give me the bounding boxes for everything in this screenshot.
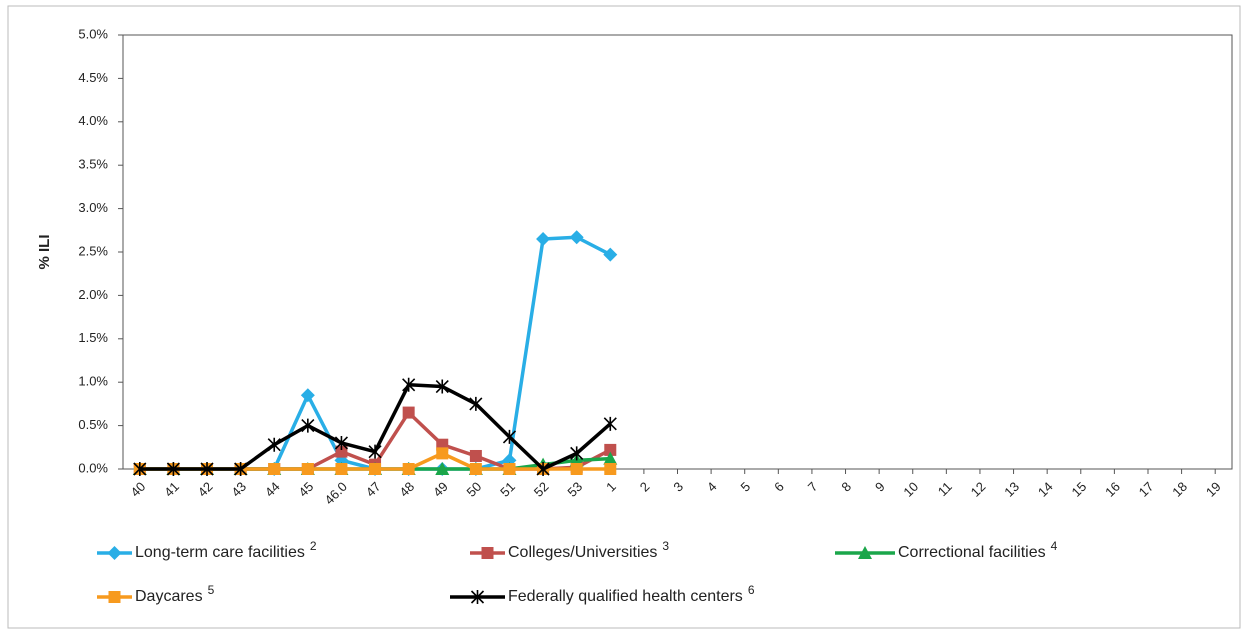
legend-footnote: 2 [310,539,317,553]
data-point [166,462,180,476]
y-axis-label: % ILI [36,234,53,269]
data-point [301,418,315,433]
data-point [469,449,482,462]
data-point [570,463,583,475]
data-point [335,445,348,458]
legend-marker [858,546,872,559]
data-point [469,463,482,475]
legend-footnote: 3 [662,539,669,553]
y-tick-label: 0.5% [78,417,108,432]
data-point [368,444,382,459]
data-point [402,463,415,475]
y-tick-label: 1.0% [78,374,108,389]
data-point [435,379,449,394]
legend-marker [481,547,494,559]
data-point [603,416,617,431]
y-tick-label: 4.5% [78,70,108,85]
legend-footnote: 6 [748,583,755,597]
data-point [502,429,517,444]
legend-marker [108,591,121,603]
y-tick-label: 4.0% [78,113,108,128]
data-point [503,463,516,475]
data-point [402,377,416,392]
data-point [536,462,550,476]
data-point [301,463,314,475]
data-point [570,446,584,461]
data-point [402,406,415,419]
data-point [300,388,315,403]
legend-footnote: 4 [1051,539,1058,553]
data-point [436,447,449,460]
legend-label: Daycares [135,588,203,605]
data-point [369,463,382,475]
data-point [234,462,248,476]
data-point [536,231,551,246]
y-tick-label: 1.5% [78,330,108,345]
data-point [569,230,584,245]
data-point [334,435,349,450]
data-point [200,462,214,476]
legend-label: Federally qualified health centers [508,588,743,605]
y-tick-label: 2.5% [78,243,108,258]
legend-footnote: 5 [208,583,215,597]
y-tick-label: 5.0% [78,26,108,41]
legend-label: Correctional facilities [898,544,1046,561]
data-point [435,462,450,475]
legend-label: Long-term care facilities [135,544,305,561]
chart-frame [7,5,1241,629]
legend-marker [470,590,485,604]
y-tick-label: 3.5% [78,157,108,172]
data-point [335,463,348,475]
legend-marker [107,546,122,560]
data-point [604,463,617,475]
data-point [469,396,483,411]
y-tick-label: 3.0% [78,200,108,215]
legend-label: Colleges/Universities [508,544,657,561]
y-tick-label: 0.0% [78,460,108,475]
data-point [268,463,281,475]
data-point [603,451,618,465]
data-point [133,462,147,476]
data-point [604,443,617,456]
data-point [603,247,618,262]
y-tick-label: 2.0% [78,287,108,302]
data-point [267,437,281,452]
